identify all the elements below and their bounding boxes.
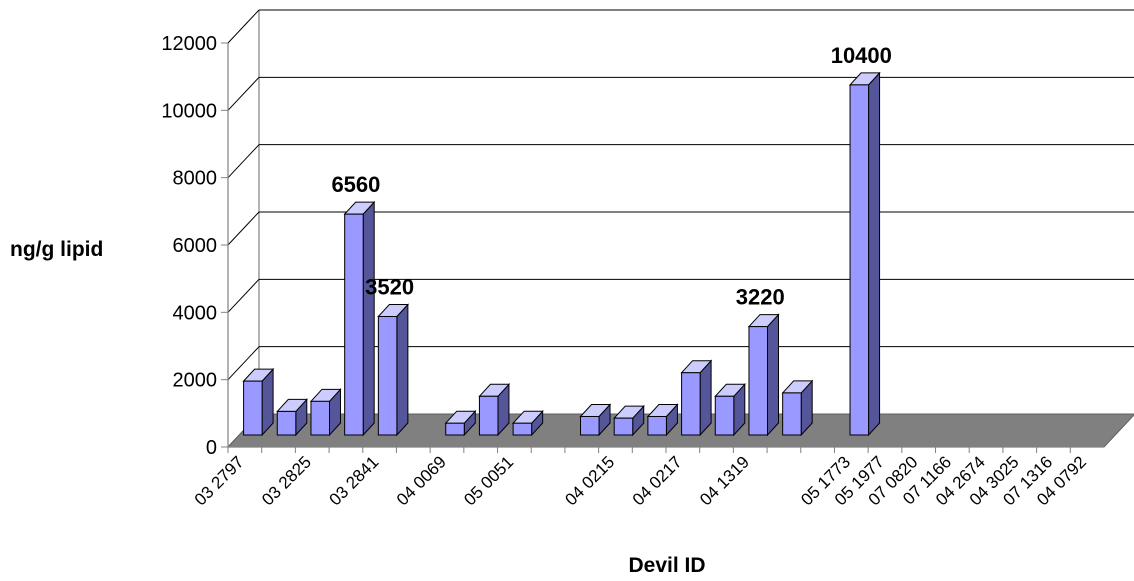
bar — [781, 379, 814, 437]
bar-front — [512, 422, 533, 436]
bar-front — [344, 213, 364, 436]
x-tick-label: 05 0051 — [460, 452, 517, 509]
data-label: 10400 — [831, 43, 892, 68]
x-tick-label: 04 0217 — [629, 452, 686, 509]
bar-front — [681, 372, 701, 436]
bar — [579, 403, 612, 437]
side-gridline — [227, 144, 260, 179]
y-tick-label: 8000 — [173, 168, 218, 190]
bar — [444, 409, 477, 437]
side-gridline — [227, 278, 260, 313]
side-gridline — [227, 76, 260, 111]
side-gridline — [227, 211, 260, 246]
bar-front — [580, 415, 600, 436]
bar — [377, 303, 410, 437]
x-tick-label: 03 2797 — [191, 452, 248, 509]
bar — [680, 359, 713, 437]
y-tick-label: 2000 — [173, 370, 218, 392]
bar — [747, 313, 780, 437]
y-tick-label: 4000 — [173, 302, 218, 324]
x-tick-label: 03 2825 — [258, 452, 315, 509]
x-tick-label: 03 2841 — [326, 452, 383, 509]
bar-front — [276, 410, 297, 436]
side-gridline — [227, 9, 260, 44]
x-axis-title: Devil ID — [628, 554, 705, 577]
side-gridline — [227, 346, 260, 381]
bar-side — [766, 313, 779, 437]
data-label: 6560 — [331, 172, 380, 197]
bar-front — [445, 422, 465, 436]
bar — [848, 71, 881, 437]
bar — [309, 388, 342, 437]
x-tick-label: 04 0069 — [393, 452, 450, 509]
y-tick-label: 0 — [206, 437, 217, 459]
y-tick-label: 12000 — [161, 33, 217, 55]
data-labels: 6560 3520 3220 10400 — [331, 43, 891, 310]
bar — [242, 367, 275, 437]
bar-side — [362, 200, 375, 437]
bar-front — [377, 315, 398, 436]
bars — [242, 71, 881, 437]
bar-side — [699, 359, 712, 437]
bar-side — [868, 71, 881, 437]
bar-front — [613, 417, 634, 436]
bar — [511, 409, 544, 437]
bar-side — [396, 303, 409, 437]
data-label: 3220 — [736, 285, 785, 310]
bar-front — [310, 400, 330, 436]
bar-front — [647, 415, 667, 436]
bar — [478, 382, 511, 437]
bar-front — [478, 395, 499, 436]
x-tick-label: 04 0215 — [561, 452, 618, 509]
bar — [646, 403, 679, 437]
bar-front — [714, 395, 735, 436]
bar — [343, 200, 376, 437]
bar-front — [849, 84, 870, 436]
y-tick-label: 6000 — [173, 235, 218, 257]
data-label: 3520 — [365, 274, 414, 299]
bar-front — [748, 326, 768, 436]
bar — [613, 404, 645, 437]
bar — [276, 398, 308, 437]
bar — [714, 382, 746, 437]
bar-front — [243, 380, 263, 436]
y-tick-label: 10000 — [161, 100, 217, 122]
y-axis-title: ng/g lipid — [10, 238, 103, 261]
bar-front — [782, 392, 802, 436]
x-tick-label: 04 1319 — [696, 452, 753, 509]
